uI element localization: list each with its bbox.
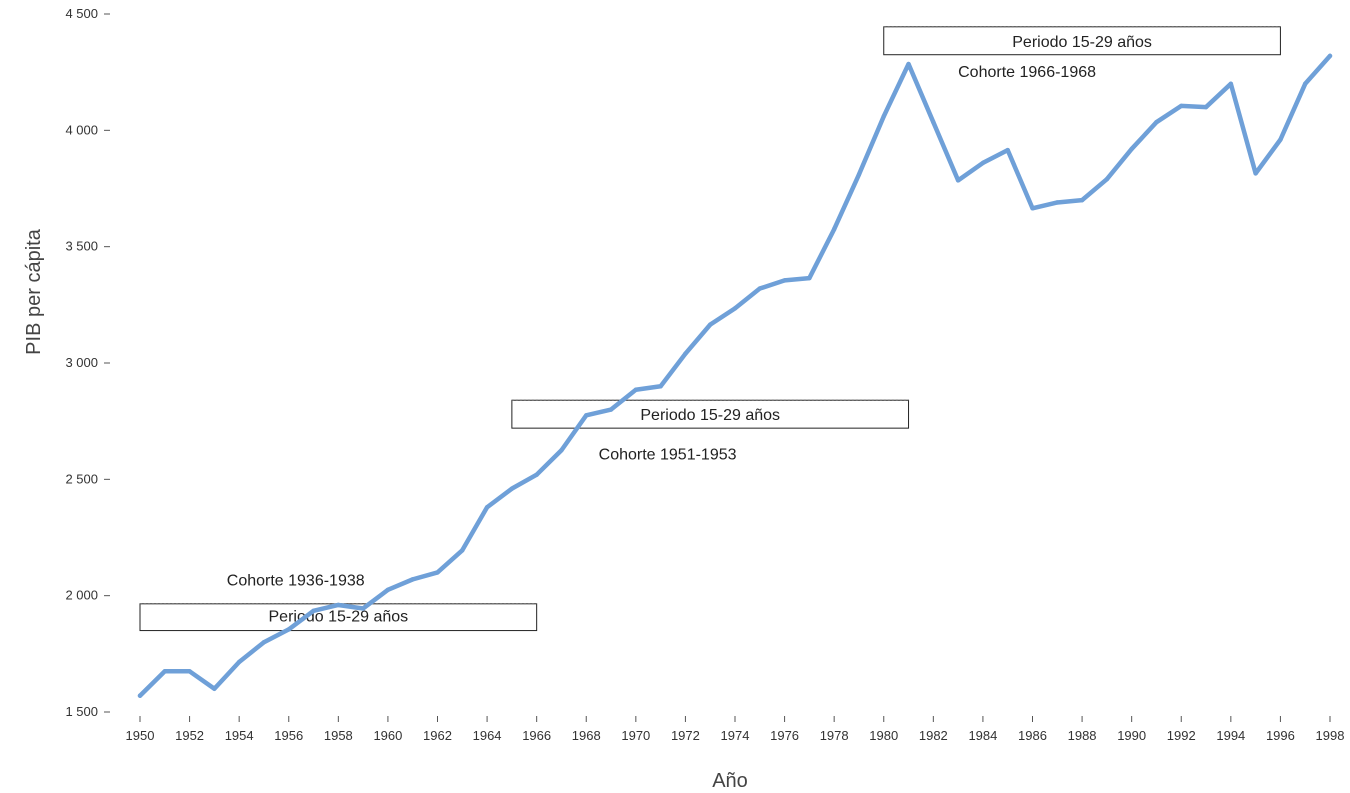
x-tick-label: 1952: [175, 728, 204, 743]
data-point: [1278, 137, 1283, 142]
data-point: [435, 570, 440, 575]
data-point: [683, 351, 688, 356]
data-point: [534, 472, 539, 477]
data-point: [212, 686, 217, 691]
period-label: Periodo 15-29 años: [269, 608, 409, 625]
data-point: [1104, 176, 1110, 182]
data-point: [1253, 171, 1258, 176]
series-group: [137, 53, 1333, 698]
y-tick-label: 2 500: [65, 471, 98, 486]
period-label: Periodo 15-29 años: [1012, 34, 1152, 51]
x-tick-label: 1978: [820, 728, 849, 743]
x-axis-ticks: 1950 1952 1954 1956 1958 1960 1962 1964 1966 1968…: [126, 716, 1345, 743]
data-point: [658, 384, 663, 389]
y-tick-label: 4 000: [65, 122, 98, 137]
data-point: [162, 669, 167, 674]
series-line-pib: [137, 53, 1333, 698]
data-point: [831, 227, 837, 232]
x-axis-title: Año: [712, 770, 748, 792]
data-point: [360, 606, 366, 611]
x-tick-label: 1962: [423, 728, 452, 743]
data-point: [1129, 146, 1134, 152]
data-point: [1179, 103, 1184, 109]
cohort-label: Cohorte 1966-1968: [958, 64, 1096, 81]
data-point: [1079, 197, 1085, 203]
x-tick-label: 1992: [1167, 728, 1196, 743]
data-point: [509, 486, 515, 491]
data-point: [708, 322, 713, 327]
cohort-label: Cohorte 1936-1938: [227, 572, 365, 589]
data-point: [410, 577, 415, 582]
data-point: [955, 178, 961, 183]
period-box: [883, 26, 1281, 56]
data-point: [732, 306, 738, 311]
y-tick-label: 3 500: [65, 239, 98, 254]
data-point: [1055, 200, 1060, 205]
y-tick-label: 1 500: [65, 704, 98, 719]
data-point: [236, 659, 242, 665]
y-tick-label: 2 000: [65, 588, 98, 603]
data-point: [1030, 206, 1035, 211]
x-tick-label: 1968: [572, 728, 601, 743]
x-tick-label: 1990: [1117, 728, 1146, 743]
data-point: [608, 407, 614, 412]
x-tick-label: 1998: [1316, 728, 1345, 743]
data-point: [782, 278, 787, 283]
data-point: [311, 608, 316, 613]
x-tick-label: 1966: [522, 728, 551, 743]
x-tick-label: 1950: [126, 728, 155, 743]
x-tick-label: 1984: [968, 728, 997, 743]
data-point: [757, 286, 762, 291]
x-tick-label: 1982: [919, 728, 948, 743]
data-point: [1303, 81, 1308, 87]
x-tick-label: 1994: [1216, 728, 1245, 743]
cohort-label: Cohorte 1951-1953: [599, 447, 737, 464]
data-point: [559, 448, 564, 453]
x-tick-label: 1970: [621, 728, 650, 743]
data-point: [633, 387, 639, 392]
x-tick-label: 1960: [373, 728, 402, 743]
y-tick-label: 3 000: [65, 355, 98, 370]
x-tick-label: 1956: [274, 728, 303, 743]
data-point: [336, 602, 341, 608]
x-tick-label: 1964: [473, 728, 502, 743]
x-tick-label: 1972: [671, 728, 700, 743]
data-point: [881, 114, 886, 119]
x-tick-label: 1988: [1068, 728, 1097, 743]
data-point: [1327, 53, 1333, 59]
x-tick-label: 1954: [225, 728, 254, 743]
data-point: [931, 119, 936, 125]
data-point: [1154, 119, 1159, 125]
data-point: [856, 172, 862, 177]
data-point: [1228, 81, 1234, 87]
data-point: [807, 275, 812, 281]
x-tick-label: 1996: [1266, 728, 1295, 743]
period-box: [511, 399, 910, 429]
data-point: [584, 413, 589, 418]
data-point: [261, 640, 267, 645]
x-tick-label: 1974: [721, 728, 750, 743]
data-point: [137, 693, 143, 698]
y-axis-title: PIB per cápita: [23, 228, 45, 355]
x-tick-label: 1980: [869, 728, 898, 743]
data-point: [460, 548, 465, 553]
x-tick-label: 1986: [1018, 728, 1047, 743]
x-tick-label: 1958: [324, 728, 353, 743]
data-point: [980, 160, 986, 166]
data-point: [286, 627, 291, 632]
y-tick-label: 4 500: [65, 6, 98, 21]
data-point: [1203, 104, 1209, 110]
x-tick-label: 1976: [770, 728, 799, 743]
data-point: [484, 505, 490, 510]
data-point: [187, 669, 192, 674]
data-point: [906, 61, 911, 67]
annotations: Periodo 15-29 años Cohorte 1936-1938 Perio…: [139, 26, 1281, 632]
y-axis-ticks: 1 500 2 000 2 500 3 000 3 500 4 000 4 500: [65, 6, 110, 719]
period-label: Periodo 15-29 años: [640, 407, 780, 424]
data-point: [385, 587, 391, 593]
data-point: [1005, 147, 1010, 153]
